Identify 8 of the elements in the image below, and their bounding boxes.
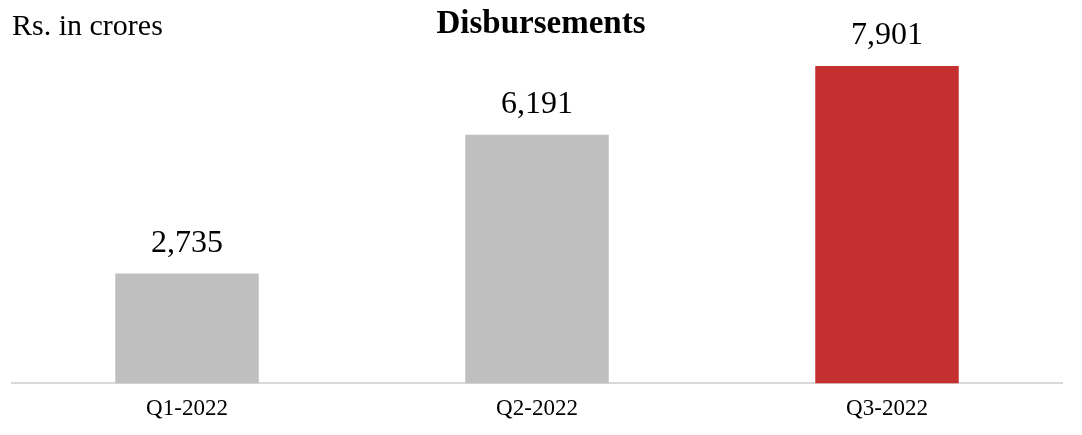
y-axis-title: Rs. in crores xyxy=(12,8,163,42)
x-tick-label: Q3-2022 xyxy=(846,395,928,421)
x-tick-label: Q2-2022 xyxy=(496,395,578,421)
x-tick-label: Q1-2022 xyxy=(146,395,228,421)
data-label: 7,901 xyxy=(851,15,923,52)
data-label: 2,735 xyxy=(151,222,223,259)
data-label: 6,191 xyxy=(501,84,573,121)
chart-title: Disbursements xyxy=(436,4,646,40)
